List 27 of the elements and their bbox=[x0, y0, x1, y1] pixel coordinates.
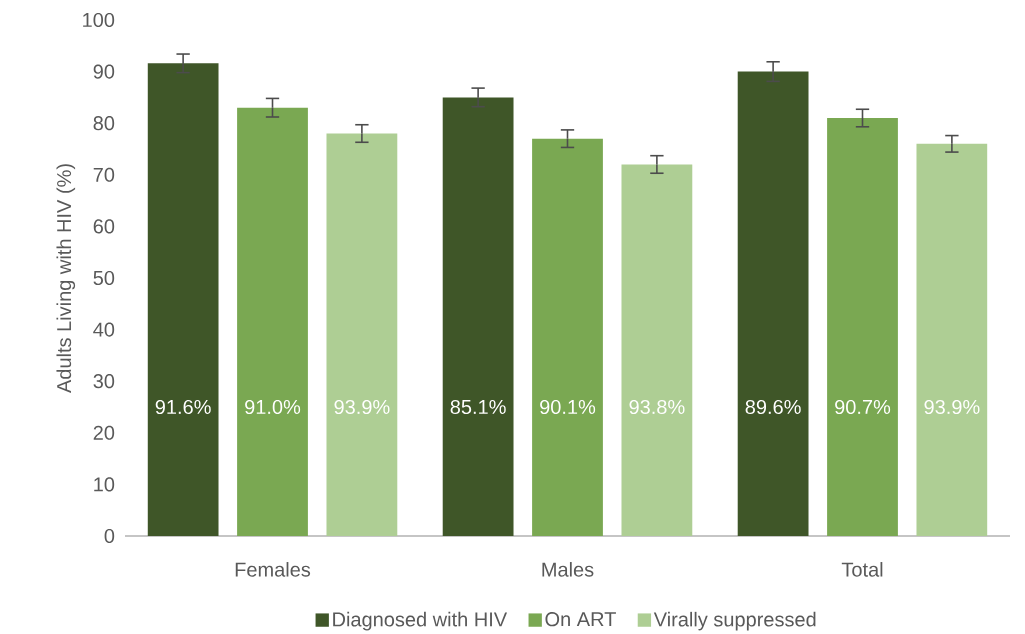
legend-label: On ART bbox=[545, 612, 616, 627]
legend-label: Virally suppressed bbox=[653, 611, 816, 631]
x-tick-label: Males bbox=[542, 562, 594, 577]
y-tick-label: 90 bbox=[93, 64, 115, 79]
annotation: 89.6% bbox=[745, 399, 801, 415]
annotation: 91.6% bbox=[155, 399, 211, 415]
y-tick-label: 30 bbox=[93, 374, 115, 389]
x-tick-label: Total bbox=[841, 562, 883, 577]
y-tick-label: 60 bbox=[93, 219, 115, 234]
y-tick-label: 10 bbox=[94, 477, 115, 492]
y-tick-label: 0 bbox=[104, 528, 115, 544]
annotation: 91.0% bbox=[245, 399, 301, 415]
y-tick-label: 20 bbox=[93, 425, 115, 440]
y-tick-label: 100 bbox=[83, 12, 115, 28]
y-tick-label: 80 bbox=[93, 116, 115, 131]
legend-label: Diagnosed with HIV bbox=[333, 611, 508, 631]
annotation: 93.9% bbox=[334, 399, 390, 415]
y-tick-label: 70 bbox=[93, 167, 115, 182]
annotation: 93.8% bbox=[629, 399, 685, 415]
y-tick-label: 40 bbox=[93, 322, 115, 337]
annotation: 90.1% bbox=[540, 399, 596, 415]
x-tick-label: Females bbox=[235, 562, 311, 577]
annotation: 93.9% bbox=[924, 399, 980, 415]
y-axis-title: Adults Living with HIV (%) bbox=[56, 164, 76, 393]
annotation: 90.7% bbox=[835, 399, 891, 415]
y-tick-label: 50 bbox=[93, 270, 115, 286]
annotation: 85.1% bbox=[450, 399, 506, 415]
